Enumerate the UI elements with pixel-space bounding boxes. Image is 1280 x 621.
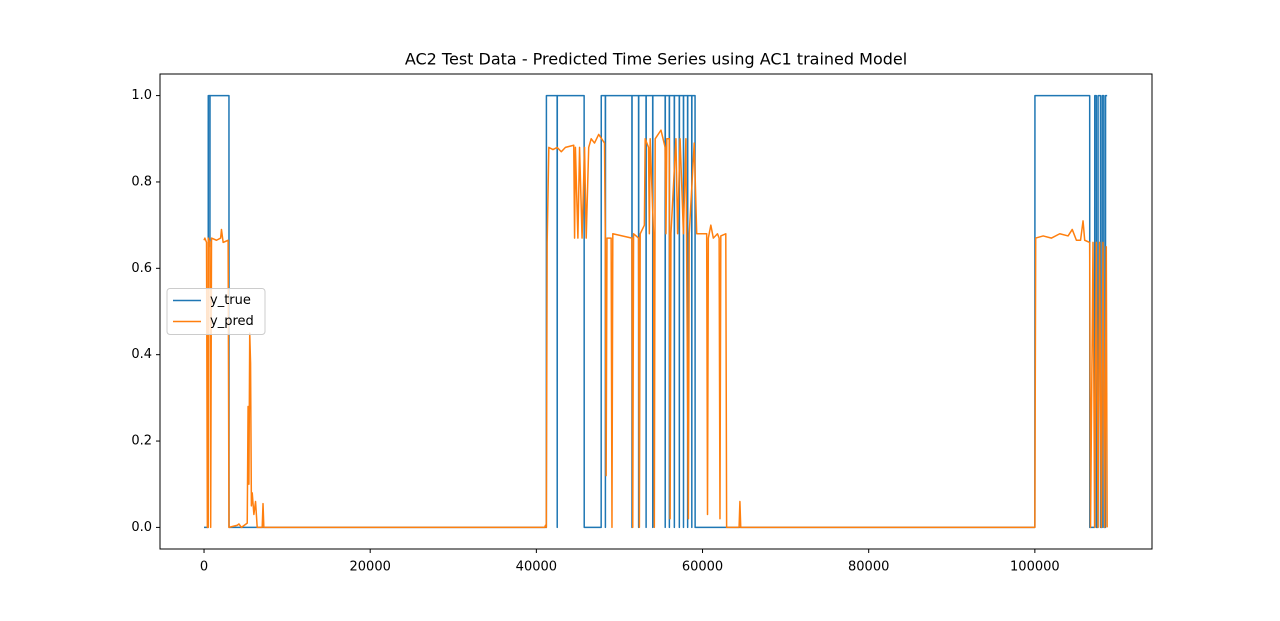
chart-title: AC2 Test Data - Predicted Time Series us… [405, 50, 907, 69]
y-tick-label: 0.6 [131, 261, 152, 276]
x-tick-label: 40000 [516, 560, 557, 575]
y-tick-label: 0.2 [131, 434, 152, 449]
y-tick-label: 0.0 [131, 520, 152, 535]
x-tick-label: 80000 [848, 560, 889, 575]
axes-frame [159, 73, 1153, 550]
x-tick-label: 0 [200, 560, 208, 575]
series-line [203, 129, 1108, 529]
y-tick-label: 0.8 [131, 174, 152, 189]
x-tick-label: 100000 [1010, 560, 1060, 575]
x-tick-label: 60000 [682, 560, 723, 575]
y-tick-label: 1.0 [131, 88, 152, 103]
x-tick-label: 20000 [350, 560, 391, 575]
legend-label: y_true [210, 293, 251, 308]
legend-label: y_pred [210, 314, 254, 329]
y-tick-label: 0.4 [131, 347, 152, 362]
